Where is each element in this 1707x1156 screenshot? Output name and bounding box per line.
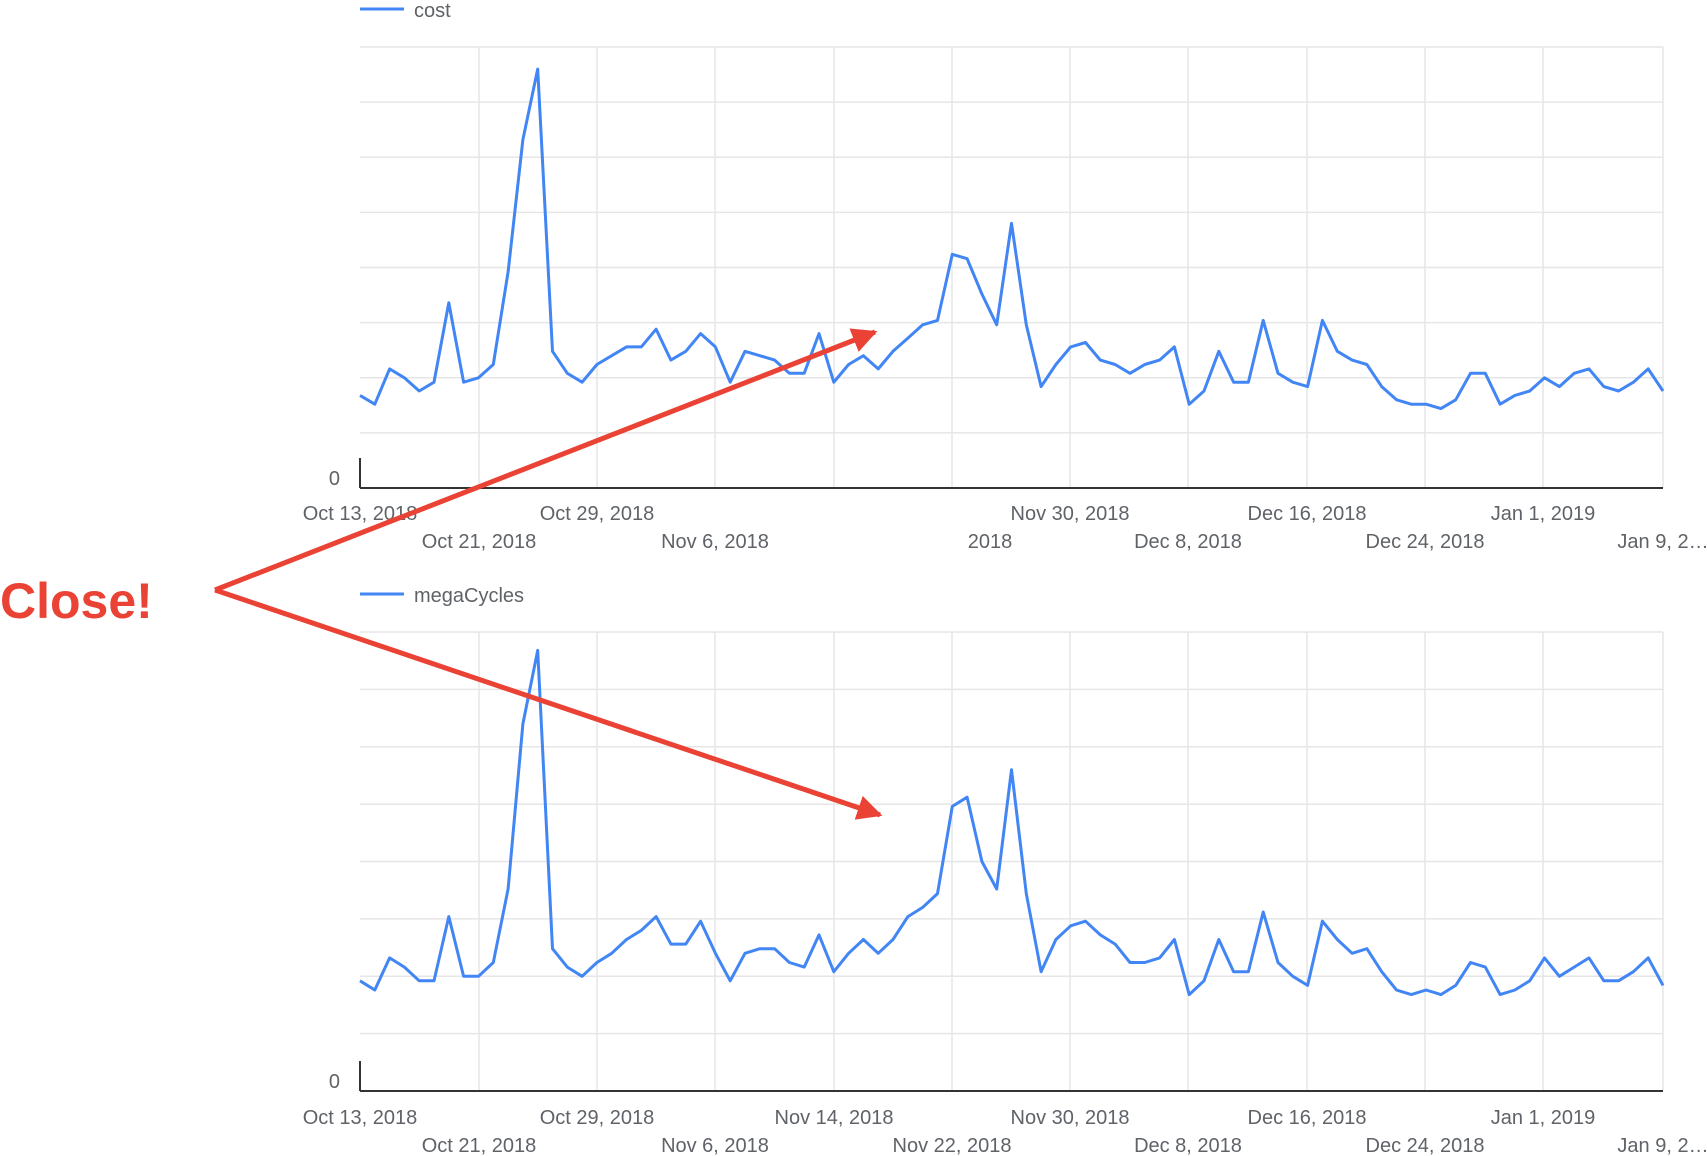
cost-x-tick-label: Oct 21, 2018: [422, 531, 537, 553]
megacycles-x-tick-label: Oct 21, 2018: [422, 1135, 537, 1156]
arrow-to-cost-peak: [214, 328, 878, 593]
megacycles-x-tick-label: Nov 22, 2018: [893, 1135, 1012, 1156]
megacycles-x-tick-label: Nov 30, 2018: [1011, 1107, 1130, 1129]
megacycles-x-tick-label: Dec 24, 2018: [1366, 1135, 1485, 1156]
megacycles-x-tick-label: Dec 16, 2018: [1248, 1107, 1367, 1129]
cost-line: [359, 67, 1665, 411]
cost-x-tick-labels: Oct 13, 2018 Oct 29, 2018 Nov 30, 2018 Dec …: [303, 503, 1707, 553]
cost-x-tick-label: Oct 13, 2018: [303, 503, 418, 525]
megacycles-x-tick-label: Nov 6, 2018: [661, 1135, 769, 1156]
cost-legend-label: cost: [414, 0, 451, 22]
megacycles-grid: [360, 631, 1664, 1091]
cost-grid: [360, 46, 1664, 488]
cost-x-tick-label: Nov 30, 2018: [1011, 503, 1130, 525]
megacycles-x-tick-label: Jan 1, 2019: [1491, 1107, 1596, 1129]
megacycles-x-tick-label: Oct 29, 2018: [540, 1107, 655, 1129]
cost-chart: cost 0 Oct 13, 2018 Oct 29, 2018 Nov 30, 2…: [303, 0, 1707, 553]
cost-x-tick-label: Dec 24, 2018: [1366, 531, 1485, 553]
cost-axes: [359, 458, 1663, 489]
cost-x-tick-label: 2018: [968, 531, 1013, 553]
cost-legend[interactable]: cost: [360, 0, 451, 22]
cost-x-tick-label: Jan 1, 2019: [1491, 503, 1596, 525]
megacycles-chart: megaCycles 0 Oct 13, 2018 Oct 29, 2018 Nov…: [303, 585, 1707, 1156]
megacycles-x-tick-label: Jan 9, 2…: [1617, 1135, 1707, 1156]
close-callout-text: Close!: [0, 573, 153, 629]
cost-series: [359, 67, 1665, 411]
megacycles-y-zero-label: 0: [329, 1071, 340, 1093]
cost-x-tick-label: Dec 8, 2018: [1134, 531, 1242, 553]
megacycles-x-tick-label: Dec 8, 2018: [1134, 1135, 1242, 1156]
megacycles-legend[interactable]: megaCycles: [360, 585, 524, 607]
megacycles-axes: [359, 1061, 1663, 1092]
cost-x-tick-label: Nov 6, 2018: [661, 531, 769, 553]
megacycles-x-tick-label: Nov 14, 2018: [775, 1107, 894, 1129]
megacycles-legend-label: megaCycles: [414, 585, 524, 607]
cost-x-tick-label: Dec 16, 2018: [1248, 503, 1367, 525]
cost-y-zero-label: 0: [329, 468, 340, 490]
cost-x-tick-label: Jan 9, 2…: [1617, 531, 1707, 553]
megacycles-series: [359, 648, 1665, 997]
cost-x-tick-label: Oct 29, 2018: [540, 503, 655, 525]
megacycles-x-tick-label: Oct 13, 2018: [303, 1107, 418, 1129]
megacycles-x-tick-labels: Oct 13, 2018 Oct 29, 2018 Nov 14, 2018 Nov …: [303, 1107, 1707, 1156]
megacycles-line: [359, 648, 1665, 997]
arrow-to-megacycles-peak: [214, 587, 883, 820]
close-annotation: Close!: [0, 328, 883, 820]
